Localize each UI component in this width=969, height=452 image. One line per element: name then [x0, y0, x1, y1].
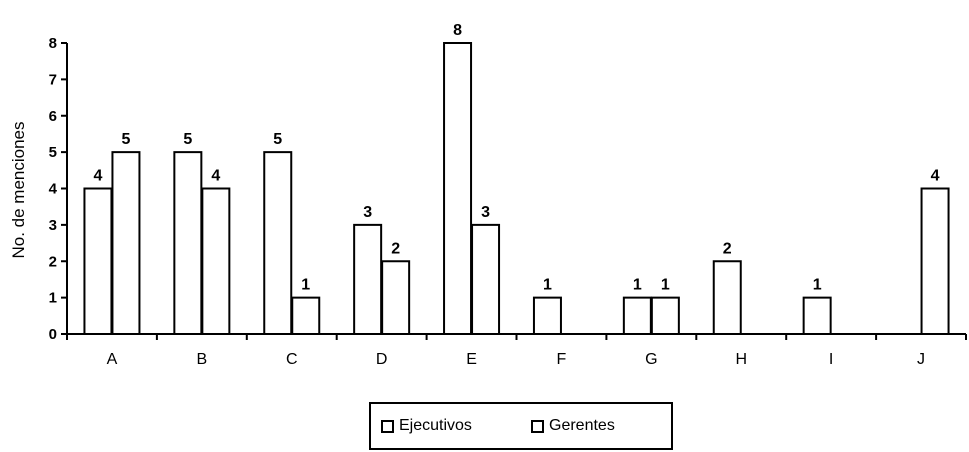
data-label-gerentes-g: 1	[661, 277, 670, 294]
x-tick-label: C	[286, 351, 298, 368]
data-label-gerentes-a: 5	[121, 131, 130, 148]
x-tick-label: H	[735, 351, 747, 368]
data-label-ejecutivos-c: 5	[273, 131, 282, 148]
data-label-ejecutivos-d: 3	[363, 204, 372, 221]
x-tick-label: J	[917, 351, 925, 368]
x-tick-label: A	[107, 351, 118, 368]
data-label-ejecutivos-a: 4	[93, 168, 102, 185]
y-tick-label: 8	[49, 35, 57, 52]
x-tick-label: F	[557, 351, 567, 368]
bar-ejecutivos-f	[534, 298, 561, 334]
data-label-gerentes-e: 3	[481, 204, 490, 221]
legend: Ejecutivos Gerentes	[369, 402, 673, 450]
legend-item-gerentes: Gerentes	[531, 417, 615, 435]
x-tick-label: E	[466, 351, 477, 368]
legend-item-ejecutivos: Ejecutivos	[381, 417, 472, 435]
x-tick-label: B	[197, 351, 208, 368]
y-tick-label: 5	[49, 144, 57, 161]
legend-label-gerentes: Gerentes	[549, 417, 615, 435]
bar-ejecutivos-g	[624, 298, 651, 334]
bar-gerentes-d	[382, 261, 409, 334]
data-label-ejecutivos-h: 2	[723, 240, 732, 257]
y-axis: 0 1 2 3 4 5 6 7 8	[49, 35, 67, 343]
legend-swatch-ejecutivos	[381, 420, 394, 433]
data-label-gerentes-d: 2	[391, 240, 400, 257]
bar-ejecutivos-b	[174, 152, 201, 334]
bar-gerentes-b	[202, 189, 229, 335]
y-axis-label: No. de menciones	[9, 121, 28, 258]
x-axis: A B C D E F G H I J	[67, 334, 966, 368]
bar-gerentes-c	[292, 298, 319, 334]
legend-swatch-gerentes	[531, 420, 544, 433]
x-tick-label: I	[829, 351, 833, 368]
bar-ejecutivos-h	[714, 261, 741, 334]
bar-ejecutivos-c	[264, 152, 291, 334]
legend-label-ejecutivos: Ejecutivos	[399, 417, 472, 435]
bar-ejecutivos-d	[354, 225, 381, 334]
bar-ejecutivos-i	[804, 298, 831, 334]
y-tick-label: 7	[49, 71, 57, 88]
data-label-gerentes-c: 1	[301, 277, 310, 294]
data-label-ejecutivos-f: 1	[543, 277, 552, 294]
data-label-ejecutivos-i: 1	[813, 277, 822, 294]
data-label-gerentes-j: 4	[931, 168, 940, 185]
bar-gerentes-j	[922, 189, 949, 335]
bar-gerentes-a	[112, 152, 139, 334]
data-label-ejecutivos-g: 1	[633, 277, 642, 294]
y-tick-label: 4	[49, 181, 58, 198]
y-tick-label: 0	[49, 326, 57, 343]
bar-gerentes-e	[472, 225, 499, 334]
y-tick-label: 2	[49, 253, 57, 270]
bar-gerentes-g	[652, 298, 679, 334]
data-label-gerentes-b: 4	[211, 168, 220, 185]
bar-ejecutivos-e	[444, 43, 471, 334]
bar-ejecutivos-a	[84, 189, 111, 335]
x-tick-label: G	[645, 351, 657, 368]
data-label-ejecutivos-e: 8	[453, 22, 462, 39]
y-tick-label: 1	[49, 290, 57, 307]
x-tick-label: D	[376, 351, 388, 368]
y-tick-label: 6	[49, 108, 57, 125]
y-tick-label: 3	[49, 217, 57, 234]
data-label-ejecutivos-b: 5	[183, 131, 192, 148]
